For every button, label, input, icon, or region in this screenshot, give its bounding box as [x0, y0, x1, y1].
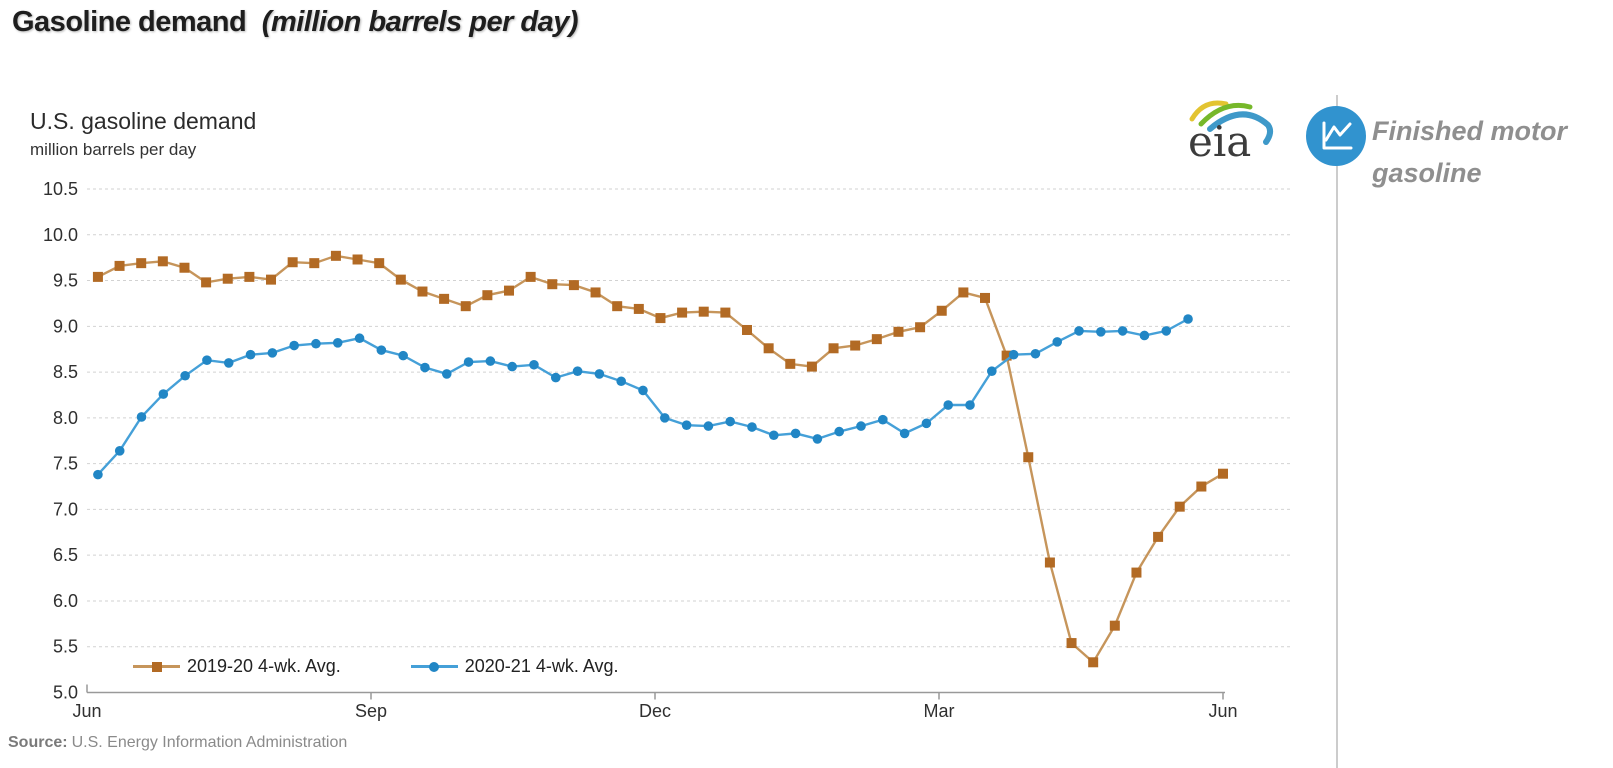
eia-logo-yellow-swoosh — [1189, 100, 1229, 122]
chart-subtitle: million barrels per day — [30, 140, 197, 159]
page-title-main: Gasoline demand — [12, 6, 247, 38]
svg-text:Jun: Jun — [72, 701, 101, 721]
legend-item-2019-20: 2019-20 4-wk. Avg. — [133, 656, 341, 677]
svg-text:5.5: 5.5 — [53, 637, 78, 657]
svg-text:7.5: 7.5 — [53, 454, 78, 474]
svg-text:Dec: Dec — [639, 701, 671, 721]
eia-logo-text: eia — [1188, 117, 1251, 164]
svg-text:9.5: 9.5 — [53, 271, 78, 291]
svg-text:6.0: 6.0 — [53, 591, 78, 611]
svg-text:7.0: 7.0 — [53, 499, 78, 519]
svg-text:Mar: Mar — [924, 701, 955, 721]
svg-text:Jun: Jun — [1208, 701, 1237, 721]
svg-text:10.5: 10.5 — [43, 179, 78, 199]
svg-text:8.5: 8.5 — [53, 362, 78, 382]
svg-text:9.0: 9.0 — [53, 316, 78, 336]
source-note: Source: U.S. Energy Information Administr… — [8, 734, 347, 752]
svg-text:10.0: 10.0 — [43, 225, 78, 245]
legend-item-2020-21: 2020-21 4-wk. Avg. — [410, 656, 619, 677]
page-title: Gasoline demand (million barrels per day… — [12, 6, 579, 39]
eia-logo-blue-swoosh — [1207, 111, 1274, 145]
page-title-unit: (million barrels per day) — [261, 6, 579, 38]
panel-divider — [1336, 95, 1338, 768]
eia-logo-green-swoosh — [1198, 102, 1253, 127]
line-chart-icon — [1306, 106, 1366, 166]
eia-logo: eia — [1182, 96, 1274, 166]
svg-text:8.0: 8.0 — [53, 408, 78, 428]
source-label: Source: — [8, 734, 68, 751]
svg-text:6.5: 6.5 — [53, 545, 78, 565]
legend-swatch-square — [133, 661, 180, 672]
svg-text:Sep: Sep — [355, 701, 387, 721]
chart-legend: 2019-20 4-wk. Avg. 2020-21 4-wk. Avg. — [133, 656, 619, 677]
chart-title: U.S. gasoline demand — [30, 108, 257, 134]
source-text: U.S. Energy Information Administration — [71, 734, 348, 751]
sidebar-item-label: Finished motor gasoline — [1372, 116, 1567, 188]
legend-label: 2019-20 4-wk. Avg. — [187, 656, 341, 676]
legend-label: 2020-21 4-wk. Avg. — [464, 656, 619, 676]
legend-swatch-circle — [410, 661, 458, 672]
svg-text:5.0: 5.0 — [53, 683, 78, 703]
